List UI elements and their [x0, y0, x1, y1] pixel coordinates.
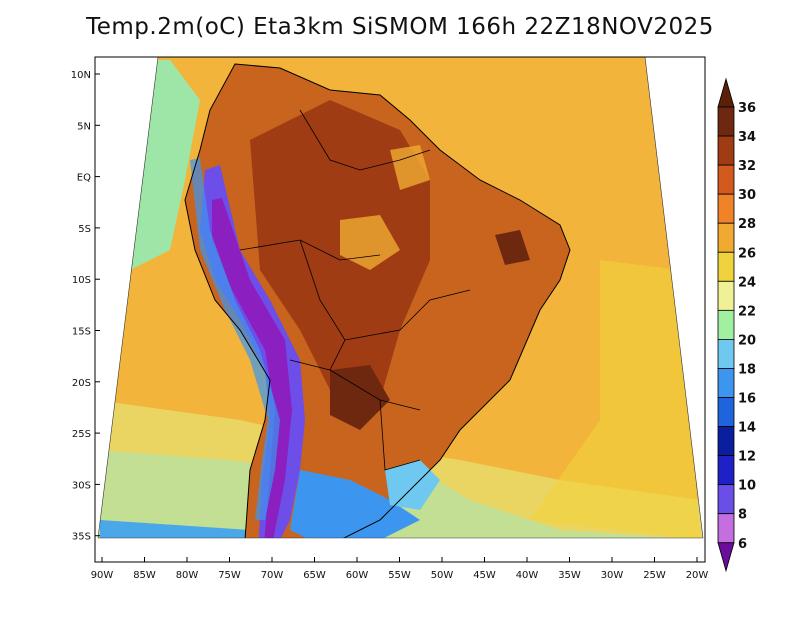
colorbar-segment [717, 106, 735, 137]
colorbar-segment [717, 309, 735, 340]
colorbar-segment [717, 135, 735, 166]
colorbar-label: 22 [738, 304, 756, 319]
lon-tick-label: 80W [176, 570, 199, 581]
lon-tick-label: 55W [388, 570, 411, 581]
lon-tick-label: 75W [218, 570, 241, 581]
uruguay-cool [385, 460, 440, 510]
colorbar-label: 16 [738, 392, 756, 407]
colorbar-label: 34 [738, 130, 756, 145]
colorbar-label: 14 [738, 421, 756, 436]
country-borders [239, 109, 471, 471]
lat-tick-label: 5S [78, 224, 91, 235]
colorbar-label: 6 [738, 537, 747, 552]
lat-tick-label: 5N [77, 121, 91, 132]
lon-tick-label: 20W [686, 570, 709, 581]
lon-tick-label: 65W [303, 570, 326, 581]
latitude-axis: 10N 5N EQ 5S 10S 15S 20S 25S 30S 35S [71, 70, 100, 543]
map-title: Temp.2m(oC) Eta3km SiSMOM 166h 22Z18NOV2… [86, 14, 714, 40]
lat-tick-label: 15S [72, 327, 91, 338]
colorbar-segment [717, 426, 735, 456]
colorbar-segment [717, 193, 735, 224]
longitude-axis: 90W 85W 80W 75W 70W 65W 60W 55W 50W 45W 40W 35W 30W 2… [91, 557, 709, 581]
colorbar-label: 32 [738, 159, 756, 174]
lat-tick-label: 25S [72, 429, 91, 440]
temperature-colorbar: 6 8 10 12 14 16 18 20 22 24 26 28 30 32 34 36 [717, 77, 756, 573]
colorbar-segment [717, 455, 735, 486]
colorbar-label: 24 [738, 275, 756, 290]
lon-tick-label: 90W [91, 570, 114, 581]
colorbar-label: 28 [738, 217, 756, 232]
lon-tick-label: 35W [558, 570, 581, 581]
northeast-hot-spot [495, 230, 530, 265]
lat-tick-label: 20S [72, 378, 91, 389]
lon-tick-label: 25W [643, 570, 666, 581]
colorbar-label: 30 [738, 188, 756, 203]
lon-tick-label: 50W [431, 570, 454, 581]
colorbar-min-arrow [717, 542, 735, 573]
lon-tick-label: 85W [133, 570, 156, 581]
colorbar-label: 12 [738, 450, 756, 465]
colorbar-segment [717, 251, 735, 282]
colorbar-label: 8 [738, 508, 747, 523]
colorbar-label: 36 [738, 101, 756, 116]
colorbar-segment [717, 484, 735, 515]
colorbar-label: 10 [738, 479, 756, 494]
colorbar-segment [717, 280, 735, 311]
andes-edge [190, 158, 280, 520]
coastline [184, 63, 571, 538]
lat-tick-label: 30S [72, 480, 91, 491]
colorbar-segment [717, 513, 735, 544]
lon-tick-label: 60W [346, 570, 369, 581]
lon-tick-label: 30W [601, 570, 624, 581]
lon-tick-label: 45W [473, 570, 496, 581]
chaco-hot-spot [330, 365, 390, 430]
lat-tick-label: 10N [71, 70, 91, 81]
colorbar-label: 18 [738, 362, 756, 377]
colorbar-segment [717, 222, 735, 253]
amazon-warm-patches [340, 145, 430, 270]
colorbar-segment [717, 164, 735, 195]
colorbar-segment [717, 338, 735, 369]
atlantic-yellow [530, 260, 700, 538]
colorbar-label: 26 [738, 246, 756, 261]
colorbar-segment [717, 397, 735, 427]
temperature-field [97, 56, 704, 539]
lat-tick-label: 10S [72, 275, 91, 286]
colorbar-segment [717, 368, 735, 398]
lon-tick-label: 40W [516, 570, 539, 581]
colorbar-max-arrow [717, 77, 735, 108]
lat-tick-label: EQ [77, 173, 91, 184]
patagonia-cool [290, 470, 420, 538]
lat-tick-label: 35S [72, 532, 91, 543]
lon-tick-label: 70W [261, 570, 284, 581]
colorbar-label: 20 [738, 333, 756, 348]
